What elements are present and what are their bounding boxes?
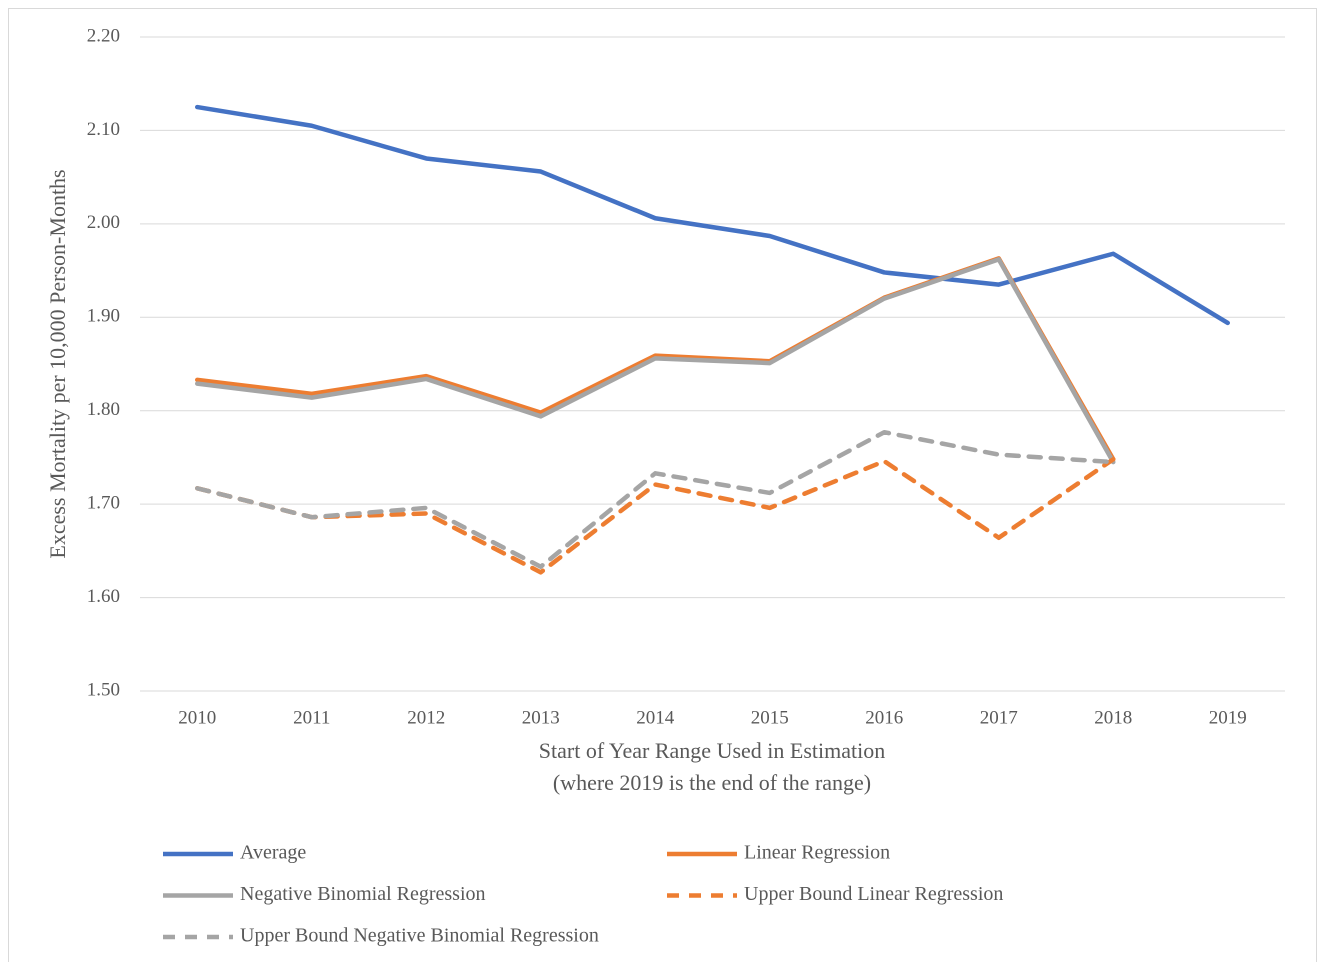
y-tick-label: 2.10 bbox=[87, 119, 120, 140]
x-tick-label: 2017 bbox=[980, 707, 1018, 728]
y-tick-label: 1.60 bbox=[87, 586, 120, 607]
y-tick-label: 1.50 bbox=[87, 679, 120, 700]
x-tick-label: 2019 bbox=[1209, 707, 1247, 728]
x-tick-label: 2011 bbox=[293, 707, 330, 728]
legend-label: Upper Bound Negative Binomial Regression bbox=[240, 925, 599, 947]
legend-label: Average bbox=[240, 842, 306, 864]
x-tick-label: 2012 bbox=[407, 707, 445, 728]
series-line bbox=[195, 104, 1230, 326]
y-tick-label: 1.70 bbox=[87, 493, 120, 514]
series-line bbox=[195, 429, 1116, 569]
x-tick-label: 2016 bbox=[865, 707, 903, 728]
y-tick-label: 1.90 bbox=[87, 306, 120, 327]
x-tick-label: 2018 bbox=[1094, 707, 1132, 728]
y-tick-label: 2.00 bbox=[87, 212, 120, 233]
x-tick-label: 2014 bbox=[636, 707, 675, 728]
legend-label: Negative Binomial Regression bbox=[240, 883, 486, 905]
y-tick-label: 2.20 bbox=[87, 25, 120, 46]
series-line bbox=[195, 257, 1116, 465]
y-axis-title: Excess Mortality per 10,000 Person-Month… bbox=[45, 169, 70, 558]
legend-label: Upper Bound Linear Regression bbox=[744, 883, 1003, 905]
x-axis-title: (where 2019 is the end of the range) bbox=[553, 770, 871, 795]
y-tick-label: 1.80 bbox=[87, 399, 120, 420]
x-tick-label: 2013 bbox=[522, 707, 560, 728]
x-axis-title: Start of Year Range Used in Estimation bbox=[539, 738, 885, 763]
x-tick-label: 2010 bbox=[178, 707, 216, 728]
x-tick-label: 2015 bbox=[751, 707, 789, 728]
legend-label: Linear Regression bbox=[744, 842, 890, 864]
